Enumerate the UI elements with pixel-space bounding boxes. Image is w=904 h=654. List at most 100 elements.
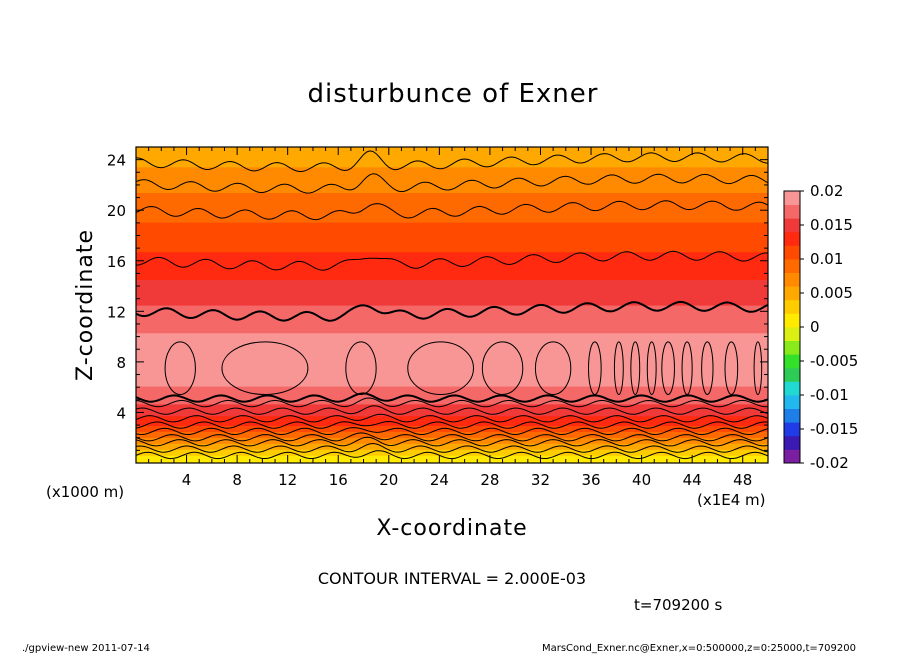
field-band: [136, 156, 768, 160]
colorbar-label: -0.01: [810, 386, 849, 404]
colorbar-label: 0.02: [810, 182, 843, 200]
field-band: [136, 216, 768, 219]
field-band: [136, 310, 768, 314]
contour-line: [136, 150, 768, 173]
colorbar-label: 0.015: [810, 216, 853, 234]
field-band: [136, 336, 768, 340]
colorbar-swatch: [784, 218, 800, 233]
colorbar-swatch: [784, 422, 800, 437]
x-tick-label: 40: [632, 471, 651, 489]
contour-line: [136, 397, 768, 408]
colorbar-swatch: [784, 272, 800, 287]
field-band: [136, 397, 768, 401]
field-band: [136, 231, 768, 235]
field-band: [136, 453, 768, 456]
field-band: [136, 421, 768, 425]
field-band: [136, 158, 768, 162]
field-band: [136, 224, 768, 227]
contour-cell: [345, 341, 377, 395]
colorbar-label: -0.005: [810, 352, 858, 370]
x-tick-label: 36: [581, 471, 600, 489]
time-label: t=709200 s: [634, 596, 722, 614]
y-tick-label: 20: [107, 202, 126, 220]
y-tick-label: 8: [116, 354, 126, 372]
field-band: [136, 241, 768, 245]
colorbar-swatch: [784, 408, 800, 423]
field-band: [136, 204, 768, 207]
field-band: [136, 210, 768, 213]
field-band: [136, 445, 768, 448]
x-tick-label: 20: [379, 471, 398, 489]
field-band: [136, 208, 768, 211]
colorbar-label: 0: [810, 318, 820, 336]
field-band: [136, 324, 768, 328]
field-band: [136, 352, 768, 355]
field-band: [136, 273, 768, 276]
field-band: [136, 255, 768, 259]
colorbar-swatch: [784, 354, 800, 369]
field-band: [136, 237, 768, 241]
contour-line: [136, 450, 768, 460]
field-band: [136, 405, 768, 409]
contour-cell: [646, 341, 657, 395]
colorbar-swatch: [784, 313, 800, 328]
field-band: [136, 269, 768, 273]
field-band: [136, 413, 768, 417]
field-band: [136, 370, 768, 373]
field-band: [136, 340, 768, 344]
field-band: [136, 299, 768, 302]
x-axis-ticks: 4 8 12 16 20 24 28 32 36 40 44 48: [148, 147, 756, 489]
field-band: [136, 362, 768, 365]
field-band: [136, 218, 768, 221]
field-band: [136, 198, 768, 201]
field-band: [136, 382, 768, 385]
field-band: [136, 332, 768, 336]
field-band: [136, 415, 768, 419]
field-band: [136, 176, 768, 180]
colorbar-swatch: [784, 395, 800, 409]
field-band: [136, 271, 768, 274]
colorbar: [784, 191, 800, 464]
field-band: [136, 226, 768, 229]
field-band: [136, 354, 768, 357]
field-band: [136, 202, 768, 205]
x-unit-label: (x1E4 m): [697, 491, 766, 509]
field-band: [136, 168, 768, 172]
field-band: [136, 281, 768, 284]
field-band: [136, 166, 768, 170]
contour-line: [136, 420, 768, 429]
field-band: [136, 233, 768, 237]
field-band: [136, 376, 768, 379]
field-band: [136, 441, 768, 444]
x-tick-label: 24: [430, 471, 449, 489]
field-band: [136, 279, 768, 282]
x-tick-label: 32: [531, 471, 550, 489]
field-band: [136, 253, 768, 257]
contour-line: [136, 392, 768, 403]
field-band: [136, 320, 768, 324]
colorbar-labels: 0.02 0.015 0.01 0.005 0 -0.005 -0.01 -0.015 -0.0…: [800, 182, 858, 472]
field-band: [136, 409, 768, 413]
field-band: [136, 172, 768, 176]
field-band: [136, 206, 768, 209]
field-band: [136, 190, 768, 194]
field-band: [136, 350, 768, 353]
field-band: [136, 265, 768, 269]
field-band: [136, 303, 768, 306]
colorbar-swatch: [784, 327, 800, 341]
contour-cell: [588, 341, 602, 395]
y-axis-label: Z-coordinate: [73, 229, 98, 381]
field-band: [136, 245, 768, 249]
field-band: [136, 314, 768, 318]
field-band: [136, 322, 768, 326]
colorbar-swatch: [784, 299, 800, 314]
x-tick-label: 16: [329, 471, 348, 489]
field-band: [136, 399, 768, 403]
contour-line: [136, 413, 768, 423]
field-band: [136, 295, 768, 298]
footer-left: ./gpview-new 2011-07-14: [22, 643, 150, 654]
field-band: [136, 275, 768, 278]
field-band: [136, 301, 768, 304]
field-band: [136, 380, 768, 383]
field-band: [136, 263, 768, 267]
